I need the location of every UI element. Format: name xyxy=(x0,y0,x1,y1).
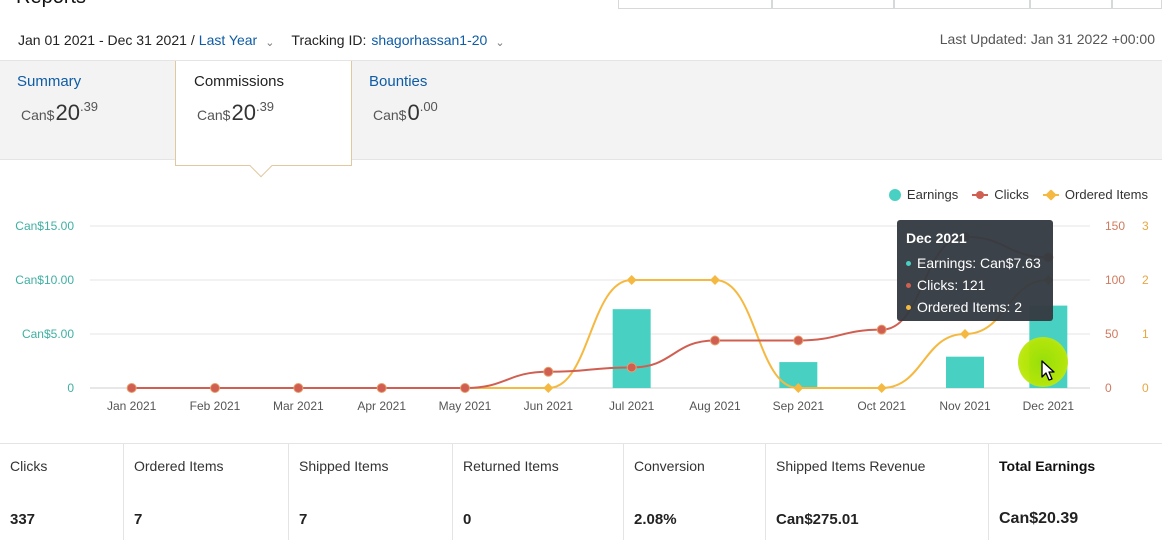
x-axis-tick: Jul 2021 xyxy=(609,399,655,413)
tooltip-earnings-row: Earnings: Can$7.63 xyxy=(906,252,1044,274)
commissions-amount: Can$20.39 xyxy=(197,99,275,125)
tab-bounties[interactable]: Bounties Can$0.00 xyxy=(369,61,519,161)
ordered-items-axis-tick: 0 xyxy=(1142,381,1149,395)
metric-shipped-items-revenue: Shipped Items Revenue Can$275.01 xyxy=(766,444,989,540)
metrics-summary: Clicks 337 Ordered Items 7 Shipped Items 7 … xyxy=(0,443,1162,540)
clicks-point xyxy=(626,362,637,373)
metric-ordered-items: Ordered Items 7 xyxy=(124,444,289,540)
ordered-items-point xyxy=(626,275,637,285)
chart-tooltip: Dec 2021 Earnings: Can$7.63 Clicks: 121 … xyxy=(897,220,1053,321)
metric-conversion: Conversion 2.08% xyxy=(624,444,766,540)
ordered-items-point xyxy=(876,383,887,393)
clicks-axis-tick: 100 xyxy=(1105,273,1125,287)
clicks-point xyxy=(293,383,304,393)
x-axis-tick: Dec 2021 xyxy=(1023,399,1075,413)
clicks-point xyxy=(793,335,804,346)
top-toolbar-tabs xyxy=(618,0,1162,9)
clicks-point xyxy=(543,366,554,377)
x-axis-tick: Aug 2021 xyxy=(689,399,741,413)
metric-total-earnings: Total Earnings Can$20.39 xyxy=(999,458,1096,527)
earnings-bar xyxy=(946,356,984,388)
tab-commissions[interactable]: Commissions Can$20.39 xyxy=(175,61,352,166)
tab-bounties-label: Bounties xyxy=(369,73,428,90)
earnings-legend-dot xyxy=(888,188,901,201)
clicks-point xyxy=(710,335,720,346)
x-axis-tick: Jan 2021 xyxy=(107,399,157,413)
tab-summary[interactable]: Summary Can$20.39 xyxy=(17,61,167,161)
date-range-text: Jan 01 2021 - Dec 31 2021 xyxy=(18,32,187,48)
summary-tabs: Summary Can$20.39 Commissions Can$20.39 … xyxy=(0,60,1162,166)
ordered-items-point xyxy=(710,275,720,285)
legend-clicks[interactable]: Clicks xyxy=(972,187,1029,202)
top-tab[interactable] xyxy=(1030,0,1112,9)
metric-clicks: Clicks 337 xyxy=(0,444,124,540)
x-axis-tick: Nov 2021 xyxy=(939,399,991,413)
tracking-id-label: Tracking ID: xyxy=(291,32,367,48)
earnings-bar xyxy=(612,309,651,388)
period-dropdown-label: Last Year xyxy=(198,32,258,48)
chart-legend: Earnings Clicks Ordered Items xyxy=(875,187,1148,202)
legend-ordered-items[interactable]: Ordered Items xyxy=(1042,187,1148,202)
tooltip-clicks-row: Clicks: 121 xyxy=(906,274,1044,296)
clicks-axis-tick: 50 xyxy=(1105,327,1119,341)
ordered-items-axis-tick: 2 xyxy=(1142,273,1149,287)
left-axis-tick: 0 xyxy=(67,381,74,395)
x-axis-tick: Jun 2021 xyxy=(524,399,574,413)
tab-summary-label: Summary xyxy=(17,73,82,90)
mouse-cursor-icon xyxy=(1041,360,1055,381)
metric-returned-items: Returned Items 0 xyxy=(453,444,624,540)
chevron-down-icon: ⌄ xyxy=(265,37,275,49)
tooltip-title: Dec 2021 xyxy=(906,230,967,246)
clicks-axis-tick: 150 xyxy=(1105,219,1125,233)
filter-bar: Jan 01 2021 - Dec 31 2021 / Last Year ⌄ T… xyxy=(18,31,505,49)
top-tab[interactable] xyxy=(894,0,1030,9)
ordered-items-point xyxy=(960,329,970,339)
left-axis-tick: Can$10.00 xyxy=(15,273,74,287)
page-title: Reports xyxy=(16,0,86,9)
ordered-items-point xyxy=(793,383,804,393)
ordered-items-point xyxy=(543,383,554,393)
left-axis-tick: Can$15.00 xyxy=(15,219,74,233)
tracking-id-dropdown[interactable]: shagorhassan1-20 ⌄ xyxy=(371,32,505,49)
tab-commissions-label: Commissions xyxy=(194,73,285,90)
x-axis-tick: May 2021 xyxy=(439,399,492,413)
clicks-point xyxy=(376,383,387,393)
chevron-down-icon: ⌄ xyxy=(495,37,505,49)
top-tab[interactable] xyxy=(772,0,894,9)
legend-earnings[interactable]: Earnings xyxy=(888,187,958,202)
clicks-axis-tick: 0 xyxy=(1105,381,1112,395)
top-tab[interactable] xyxy=(618,0,772,9)
x-axis-tick: Sep 2021 xyxy=(773,399,825,413)
x-axis-tick: Oct 2021 xyxy=(857,399,906,413)
metric-shipped-items: Shipped Items 7 xyxy=(289,444,453,540)
tooltip-ordered-items-row: Ordered Items: 2 xyxy=(906,296,1044,318)
clicks-legend-symbol xyxy=(972,190,989,200)
tracking-id-value: shagorhassan1-20 xyxy=(371,32,488,48)
clicks-point xyxy=(210,383,220,393)
last-updated-text: Last Updated: Jan 31 2022 +00:00 xyxy=(939,31,1155,47)
ordered-items-axis-tick: 1 xyxy=(1142,327,1149,341)
top-tab[interactable] xyxy=(1112,0,1162,9)
clicks-point xyxy=(126,383,137,393)
clicks-point xyxy=(876,324,887,335)
bounties-amount: Can$0.00 xyxy=(373,99,438,125)
x-axis-tick: Feb 2021 xyxy=(190,399,241,413)
period-dropdown[interactable]: Last Year ⌄ xyxy=(198,32,275,49)
x-axis-tick: Apr 2021 xyxy=(357,399,406,413)
left-axis-tick: Can$5.00 xyxy=(22,327,74,341)
summary-amount: Can$20.39 xyxy=(21,99,99,125)
clicks-point xyxy=(460,383,470,393)
ordered-items-axis-tick: 3 xyxy=(1142,219,1149,233)
date-separator: / xyxy=(190,32,195,48)
x-axis-tick: Mar 2021 xyxy=(273,399,324,413)
ordered-items-legend-symbol xyxy=(1042,188,1059,201)
